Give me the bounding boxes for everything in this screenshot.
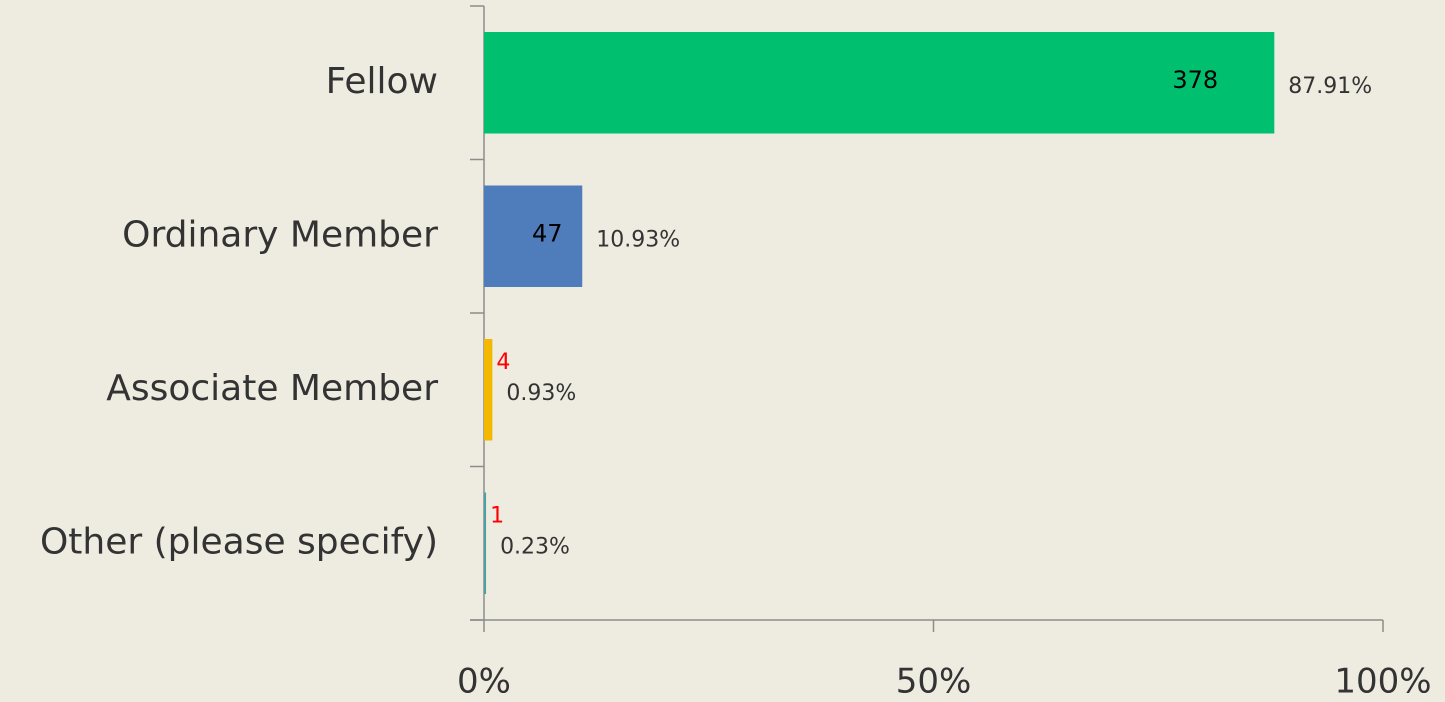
count-label: 1 [490,504,504,529]
value-label: 0.93% [506,381,576,406]
category-label: Fellow [326,61,438,102]
count-label: 47 [532,219,563,247]
x-tick-label: 100% [1334,662,1431,702]
category-label: Ordinary Member [122,214,438,255]
category-label: Other (please specify) [40,521,438,562]
count-label: 4 [496,350,510,375]
x-tick-label: 0% [457,662,511,702]
bar [484,492,487,594]
bar [484,185,583,287]
value-label: 0.23% [500,534,570,559]
x-tick-label: 50% [896,662,972,702]
bar [484,32,1275,134]
category-label: Associate Member [106,368,438,409]
bar [484,339,493,441]
count-label: 378 [1172,66,1218,94]
value-label: 87.91% [1288,74,1372,99]
value-label: 10.93% [596,227,680,252]
